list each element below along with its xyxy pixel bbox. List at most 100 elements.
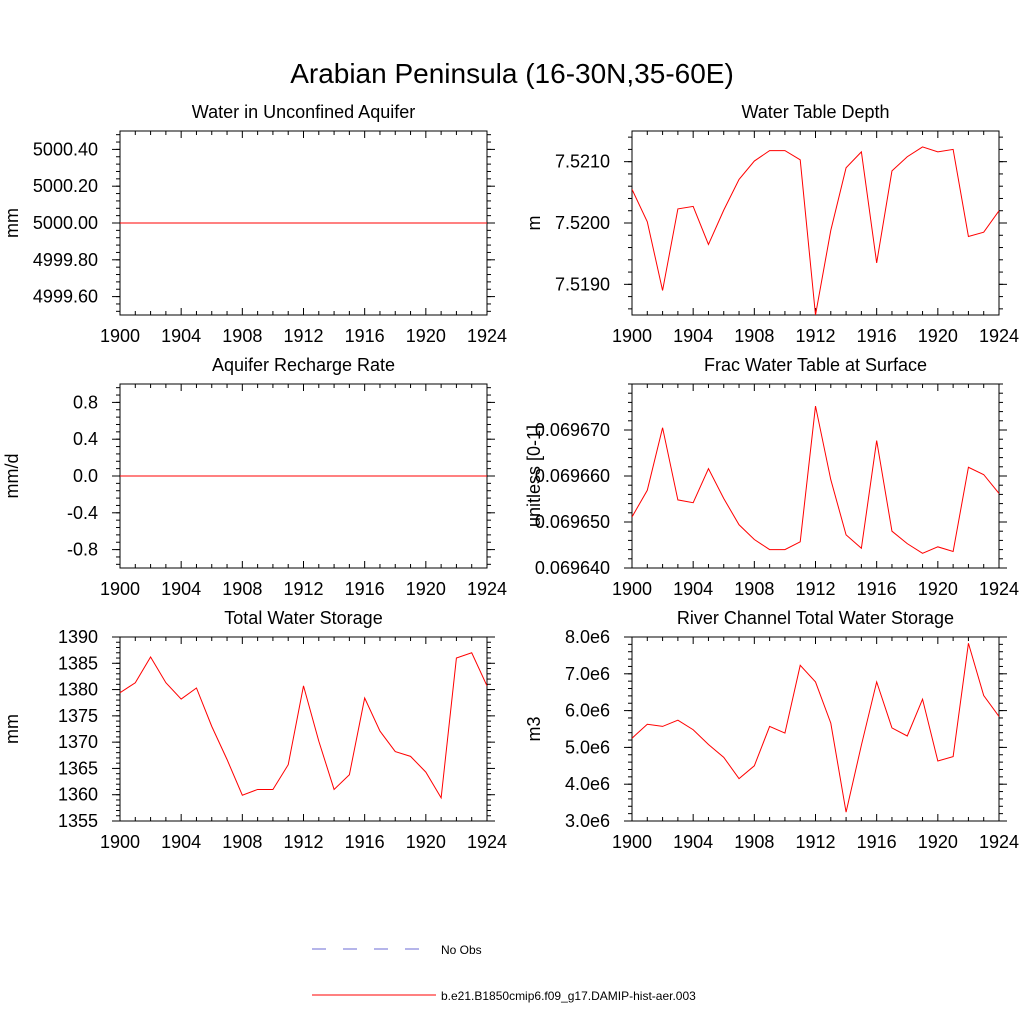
series-line [632, 405, 999, 554]
x-tick-label: 1900 [612, 579, 652, 599]
plot-frame [119, 636, 488, 822]
legend-obs-label: No Obs [441, 943, 482, 957]
y-tick-label: 1370 [58, 732, 98, 752]
y-tick-label: 1360 [58, 785, 98, 805]
x-tick-label: 1900 [100, 579, 140, 599]
x-tick-label: 1908 [222, 579, 262, 599]
y-tick-label: 3.0e6 [565, 811, 610, 831]
legend: No Obs b.e21.B1850cmip6.f09_g17.DAMIP-hi… [312, 943, 696, 1003]
panel-river-channel-storage: River Channel Total Water Storage 1900 190… [524, 608, 1019, 852]
x-tick-label: 1920 [406, 579, 446, 599]
y-tick-label: 1390 [58, 627, 98, 647]
x-tick-label: 1912 [795, 579, 835, 599]
x-tick-label: 1912 [795, 326, 835, 346]
x-tick-label: 1904 [673, 579, 713, 599]
x-tick-label: 1924 [467, 326, 507, 346]
x-tick-label: 1912 [283, 326, 323, 346]
y-axis-label: unitless [0-1] [524, 425, 544, 527]
figure-title: Arabian Peninsula (16-30N,35-60E) [290, 58, 734, 89]
x-tick-label: 1904 [673, 326, 713, 346]
panel-title: Total Water Storage [224, 608, 382, 628]
x-tick-label: 1908 [734, 579, 774, 599]
panel-title: River Channel Total Water Storage [677, 608, 954, 628]
y-tick-label: -0.8 [67, 540, 98, 560]
x-tick-label: 1916 [857, 326, 897, 346]
panel-water-table-depth: Water Table Depth 1900 1904 1908 1912 1916 192… [524, 102, 1019, 346]
panel-title: Aquifer Recharge Rate [212, 355, 395, 375]
y-tick-label: 0.8 [73, 392, 98, 412]
y-tick-label: 7.5190 [555, 274, 610, 294]
y-tick-label: 5000.00 [33, 213, 98, 233]
y-axis-label: m3 [524, 716, 544, 741]
plot-frame [631, 130, 1000, 316]
x-tick-label: 1924 [979, 579, 1019, 599]
panel-title: Water in Unconfined Aquifer [192, 102, 415, 122]
y-tick-label: 1365 [58, 758, 98, 778]
y-tick-label: 1385 [58, 653, 98, 673]
y-axis-label: mm/d [2, 454, 22, 499]
x-tick-label: 1916 [857, 832, 897, 852]
panel-frac-water-table: Frac Water Table at Surface 1900 1904 1908 1… [524, 355, 1019, 599]
y-tick-label: 0.069650 [535, 512, 610, 532]
x-tick-label: 1900 [100, 326, 140, 346]
y-tick-label: 6.0e6 [565, 701, 610, 721]
y-tick-label: 7.5210 [555, 152, 610, 172]
legend-model-label: b.e21.B1850cmip6.f09_g17.DAMIP-hist-aer.… [441, 989, 696, 1003]
x-tick-label: 1904 [673, 832, 713, 852]
panel-title: Frac Water Table at Surface [704, 355, 927, 375]
y-tick-label: 4999.60 [33, 287, 98, 307]
y-tick-label: 0.0 [73, 466, 98, 486]
y-tick-label: 5000.20 [33, 176, 98, 196]
y-tick-label: 1375 [58, 706, 98, 726]
y-tick-label: 0.069640 [535, 558, 610, 578]
y-tick-label: 0.4 [73, 429, 98, 449]
series-line [632, 643, 999, 813]
x-tick-label: 1920 [918, 832, 958, 852]
x-tick-label: 1904 [161, 326, 201, 346]
panel-total-water-storage: Total Water Storage 1900 1904 1908 1912 1916 1… [2, 608, 507, 852]
x-tick-label: 1912 [795, 832, 835, 852]
y-tick-label: 0.069670 [535, 420, 610, 440]
series-line [120, 652, 487, 800]
x-tick-label: 1920 [918, 326, 958, 346]
panel-title: Water Table Depth [741, 102, 889, 122]
x-tick-label: 1920 [406, 832, 446, 852]
y-tick-label: 5.0e6 [565, 737, 610, 757]
x-tick-label: 1908 [734, 832, 774, 852]
x-tick-label: 1920 [406, 326, 446, 346]
y-tick-label: 5000.40 [33, 139, 98, 159]
plot-frame [631, 636, 1000, 822]
x-tick-label: 1908 [734, 326, 774, 346]
x-tick-label: 1912 [283, 832, 323, 852]
x-tick-label: 1916 [345, 832, 385, 852]
y-tick-label: 1355 [58, 811, 98, 831]
x-tick-label: 1924 [979, 326, 1019, 346]
x-tick-label: 1904 [161, 832, 201, 852]
y-tick-label: 4999.80 [33, 250, 98, 270]
y-tick-label: 8.0e6 [565, 627, 610, 647]
y-tick-label: 7.0e6 [565, 664, 610, 684]
y-axis-label: mm [2, 714, 22, 744]
x-tick-label: 1912 [283, 579, 323, 599]
x-tick-label: 1900 [100, 832, 140, 852]
y-tick-label: 1380 [58, 680, 98, 700]
series-line [632, 146, 999, 315]
x-tick-label: 1916 [345, 579, 385, 599]
x-tick-label: 1920 [918, 579, 958, 599]
x-tick-label: 1900 [612, 326, 652, 346]
x-tick-label: 1924 [467, 579, 507, 599]
x-tick-label: 1900 [612, 832, 652, 852]
y-tick-label: -0.4 [67, 503, 98, 523]
y-tick-label: 7.5200 [555, 213, 610, 233]
x-tick-label: 1924 [467, 832, 507, 852]
x-tick-label: 1924 [979, 832, 1019, 852]
plot-frame [631, 383, 1000, 569]
x-tick-label: 1908 [222, 326, 262, 346]
y-axis-label: m [524, 216, 544, 231]
x-tick-label: 1916 [857, 579, 897, 599]
y-axis-label: mm [2, 208, 22, 238]
y-tick-label: 4.0e6 [565, 774, 610, 794]
y-tick-label: 0.069660 [535, 466, 610, 486]
x-tick-label: 1916 [345, 326, 385, 346]
